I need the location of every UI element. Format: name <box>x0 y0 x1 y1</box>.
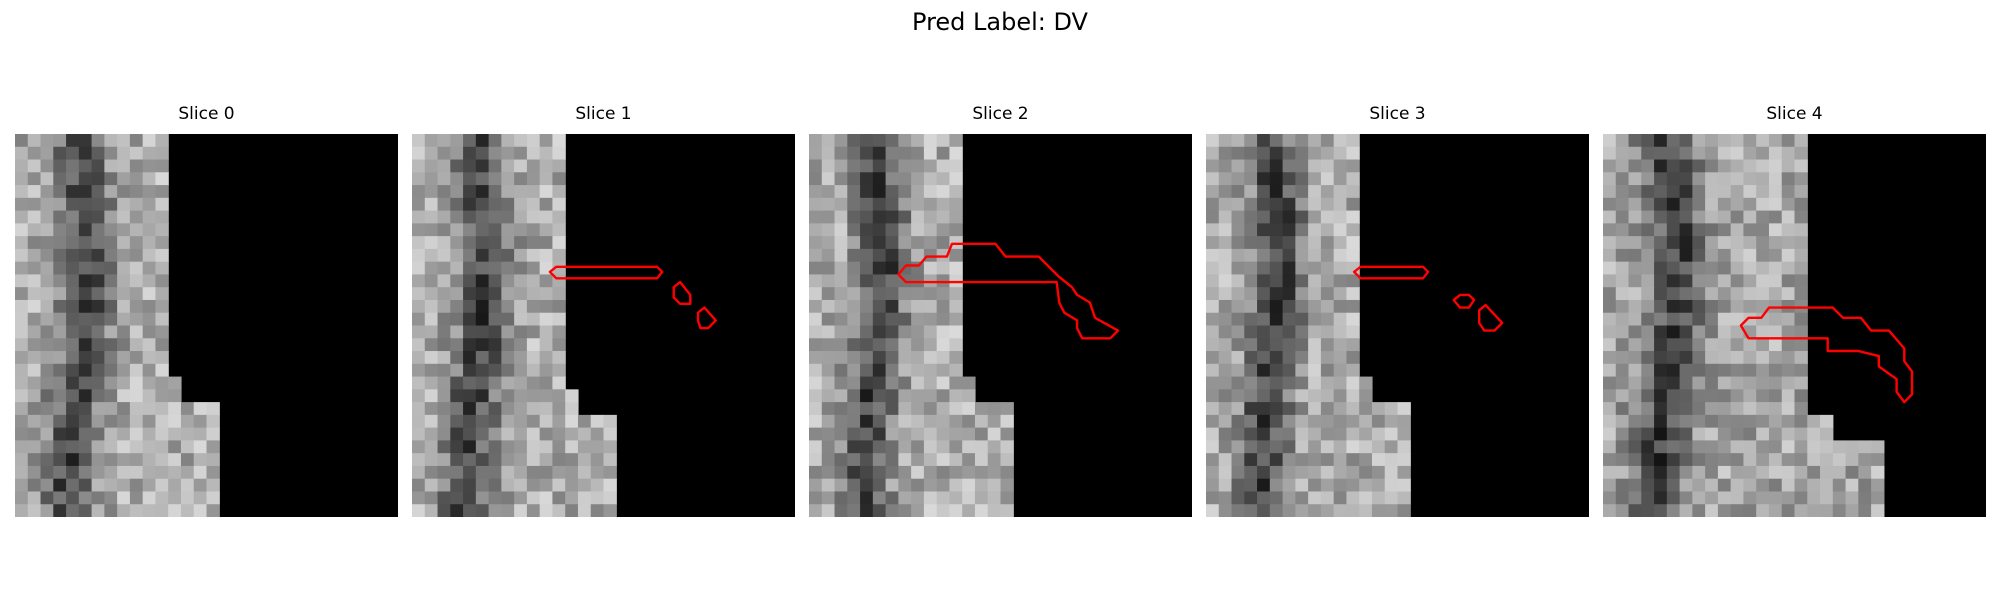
slice-image <box>1206 134 1589 517</box>
slice-panel-0: Slice 0 <box>15 104 398 517</box>
slice-title: Slice 2 <box>972 104 1029 124</box>
prediction-contour <box>1478 303 1504 332</box>
prediction-contour <box>1352 265 1430 280</box>
slice-title: Slice 3 <box>1369 104 1426 124</box>
slice-image <box>412 134 795 517</box>
slice-panel-2: Slice 2 <box>809 104 1192 517</box>
tissue-pixels <box>15 134 220 517</box>
prediction-contour <box>672 280 692 306</box>
slice-panel-1: Slice 1 <box>412 104 795 517</box>
slice-panel-3: Slice 3 <box>1206 104 1589 517</box>
figure-title: Pred Label: DV <box>912 8 1088 36</box>
slice-image <box>809 134 1192 517</box>
slice-title: Slice 0 <box>178 104 235 124</box>
tissue-pixels <box>412 134 617 517</box>
prediction-contour <box>696 306 717 330</box>
prediction-contour <box>548 265 664 280</box>
tissue-pixels <box>1206 134 1411 517</box>
slice-title: Slice 4 <box>1766 104 1823 124</box>
slice-title: Slice 1 <box>575 104 632 124</box>
tissue-pixels <box>1603 134 1885 517</box>
slice-panel-4: Slice 4 <box>1603 104 1986 517</box>
slice-image <box>15 134 398 517</box>
prediction-contour <box>1452 293 1476 309</box>
prediction-contour <box>897 242 1120 340</box>
prediction-contour <box>1739 306 1914 404</box>
slice-image <box>1603 134 1986 517</box>
tissue-pixels <box>809 134 1014 517</box>
